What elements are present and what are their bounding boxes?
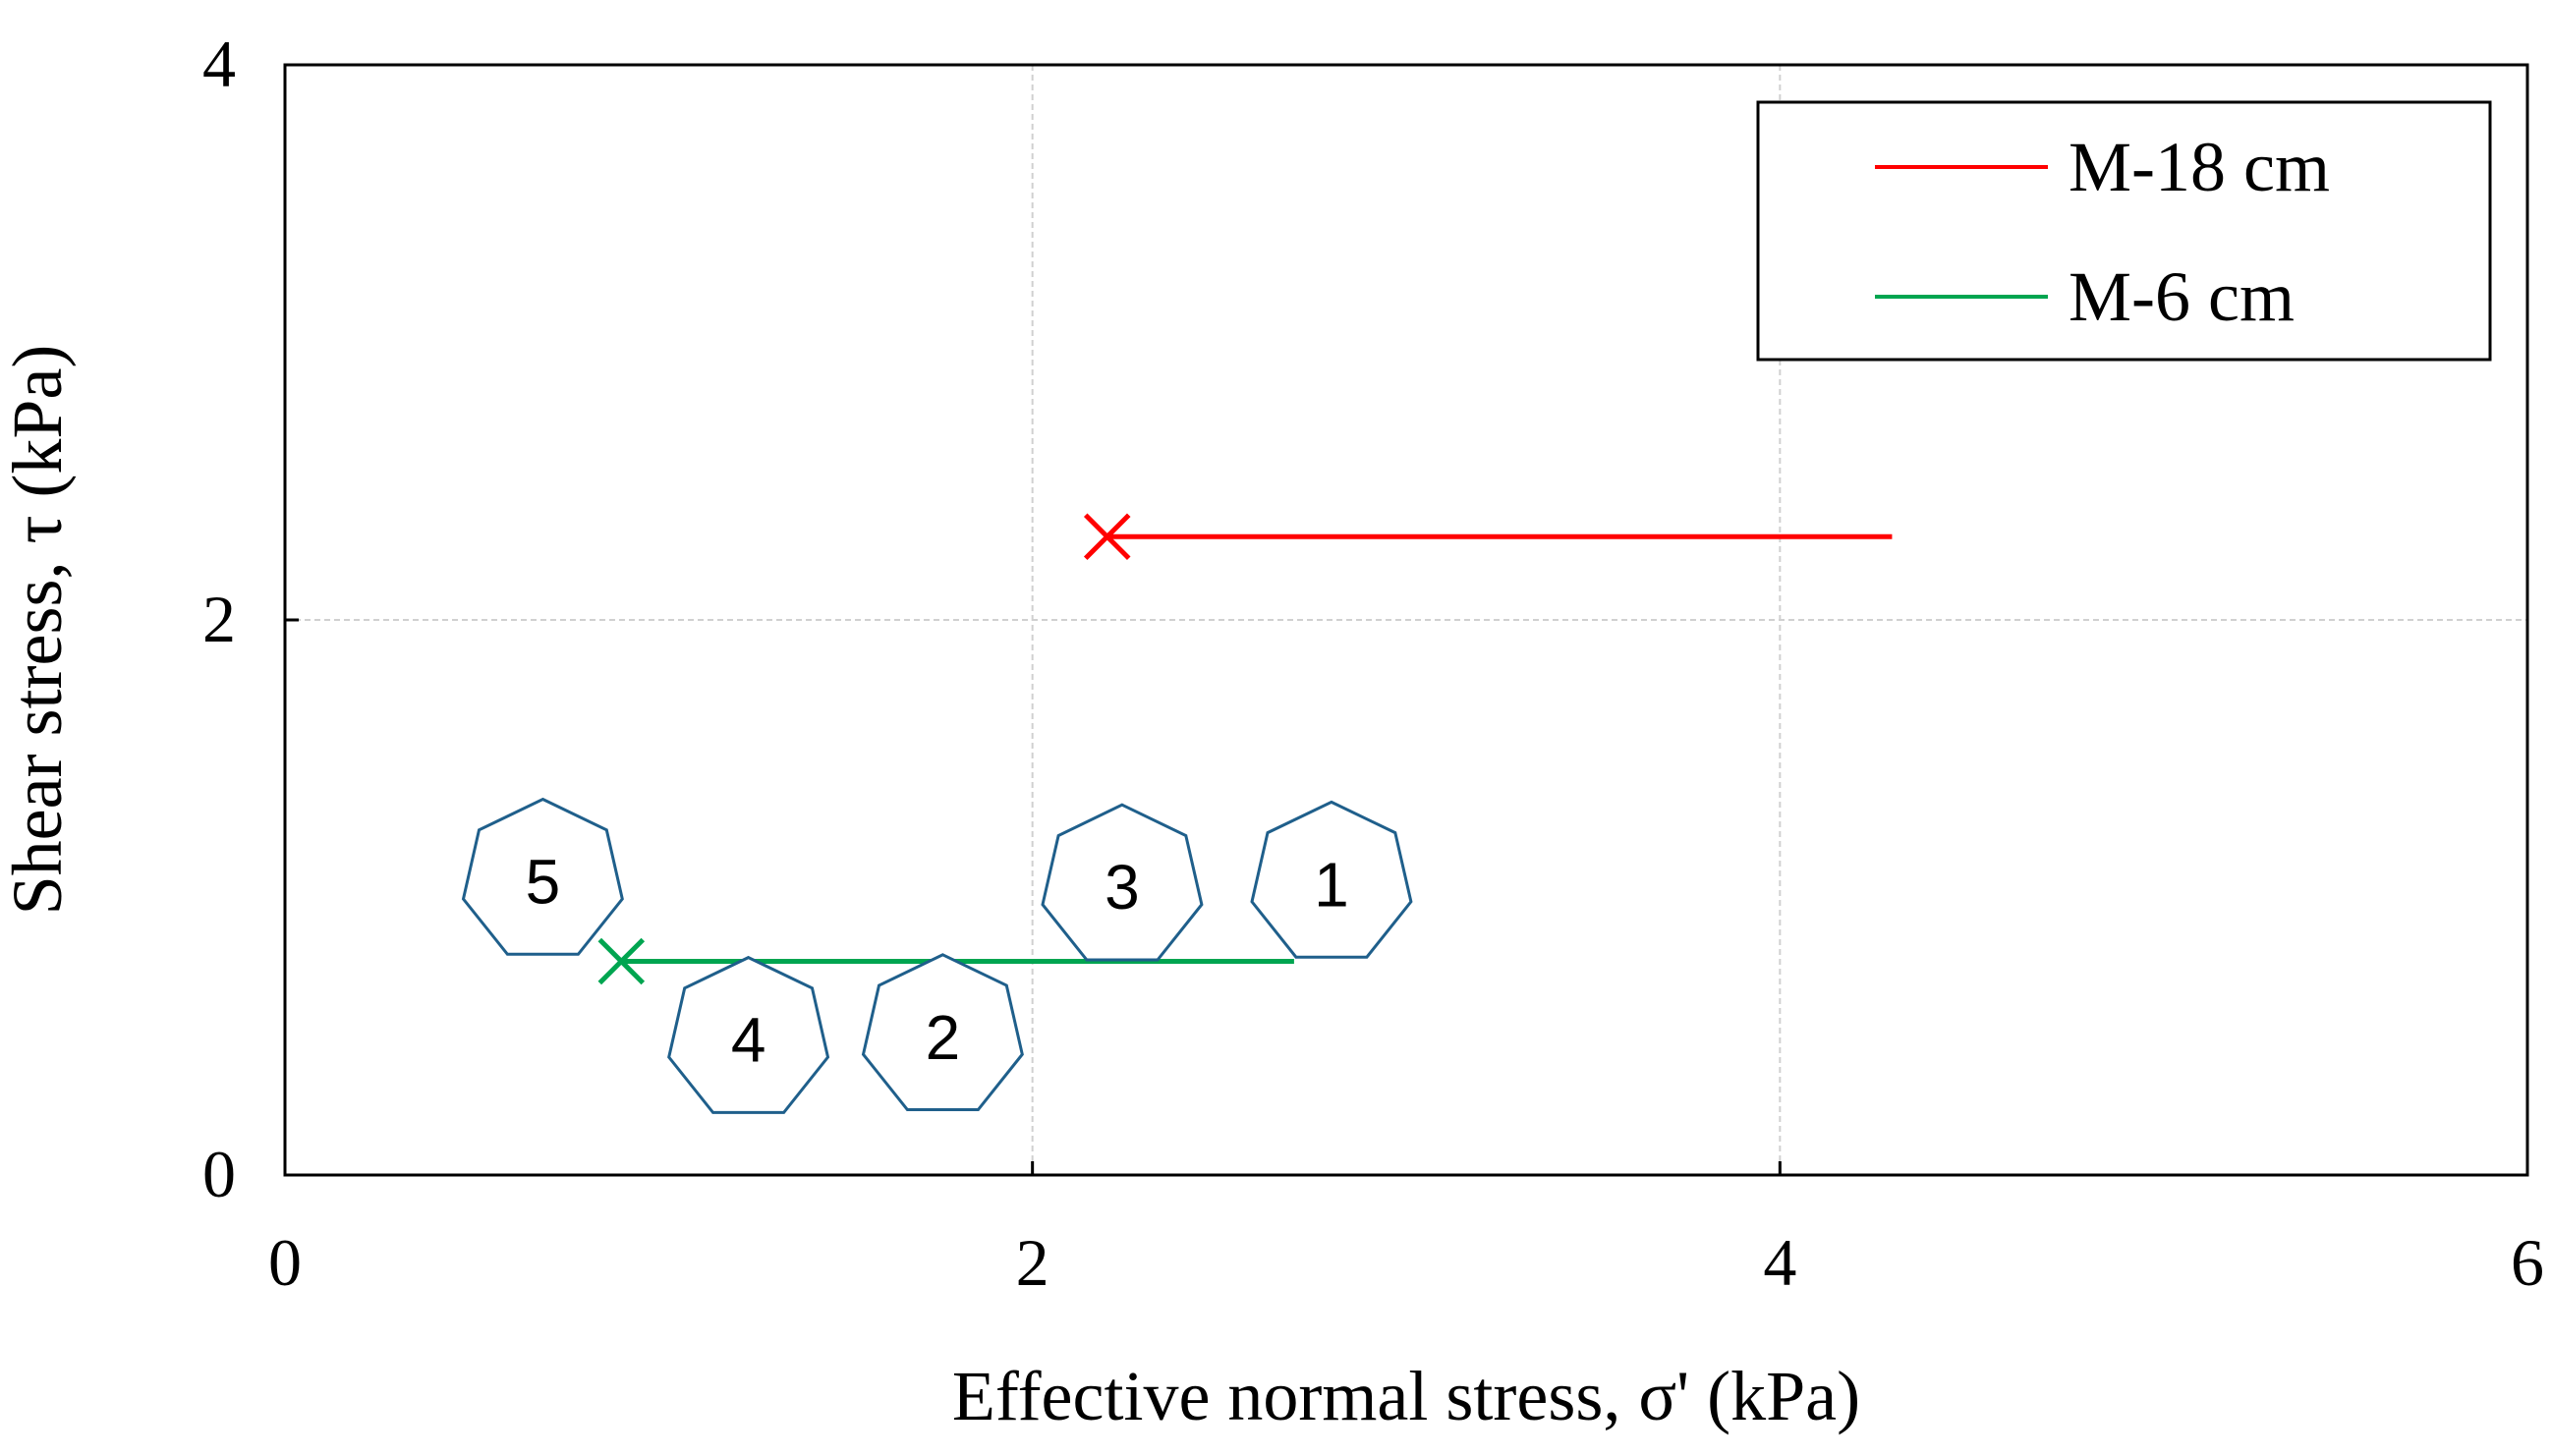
annotation-marker: 1 [1250, 800, 1413, 959]
y-tick-label: 4 [202, 27, 236, 101]
annotation-label: 2 [926, 1002, 961, 1073]
axis-ticks: 0 2 4 6 0 2 4 [202, 27, 2544, 1300]
y-tick-label: 0 [202, 1137, 236, 1211]
legend-label-m-18: M-18 cm [2069, 128, 2330, 206]
annotation-marker: 4 [667, 955, 830, 1114]
legend: M-18 cm M-6 cm [1756, 100, 2492, 362]
legend-box [1756, 100, 2492, 362]
annotation-label: 3 [1105, 852, 1140, 923]
annotation-layer: 1 2 3 4 5 [461, 797, 1413, 1114]
legend-label-m-6: M-6 cm [2069, 257, 2295, 336]
heptagon-shape [1250, 800, 1413, 959]
annotation-marker: 3 [1041, 803, 1204, 962]
end-marker-x [597, 937, 646, 985]
heptagon-shape [461, 797, 624, 956]
x-axis-title: Effective normal stress, σ' (kPa) [952, 1357, 1860, 1435]
heptagon-shape [667, 955, 830, 1114]
y-axis-title: Shear stress, τ (kPa) [0, 345, 77, 916]
annotation-label: 1 [1314, 849, 1349, 920]
x-tick-label: 4 [1763, 1225, 1796, 1300]
annotation-marker: 2 [861, 953, 1024, 1111]
series-0 [1083, 513, 1893, 561]
x-tick-label: 6 [2511, 1225, 2544, 1300]
heptagon-shape [861, 953, 1024, 1111]
series-layer [597, 513, 1893, 985]
grid [285, 65, 2527, 1175]
y-tick-label: 2 [202, 582, 236, 656]
annotation-label: 5 [526, 847, 561, 918]
x-tick-label: 0 [268, 1225, 302, 1300]
x-tick-label: 2 [1016, 1225, 1049, 1300]
annotation-marker: 5 [461, 797, 624, 956]
heptagon-shape [1041, 803, 1204, 962]
end-marker-x [1083, 513, 1131, 561]
annotation-label: 4 [731, 1005, 766, 1076]
